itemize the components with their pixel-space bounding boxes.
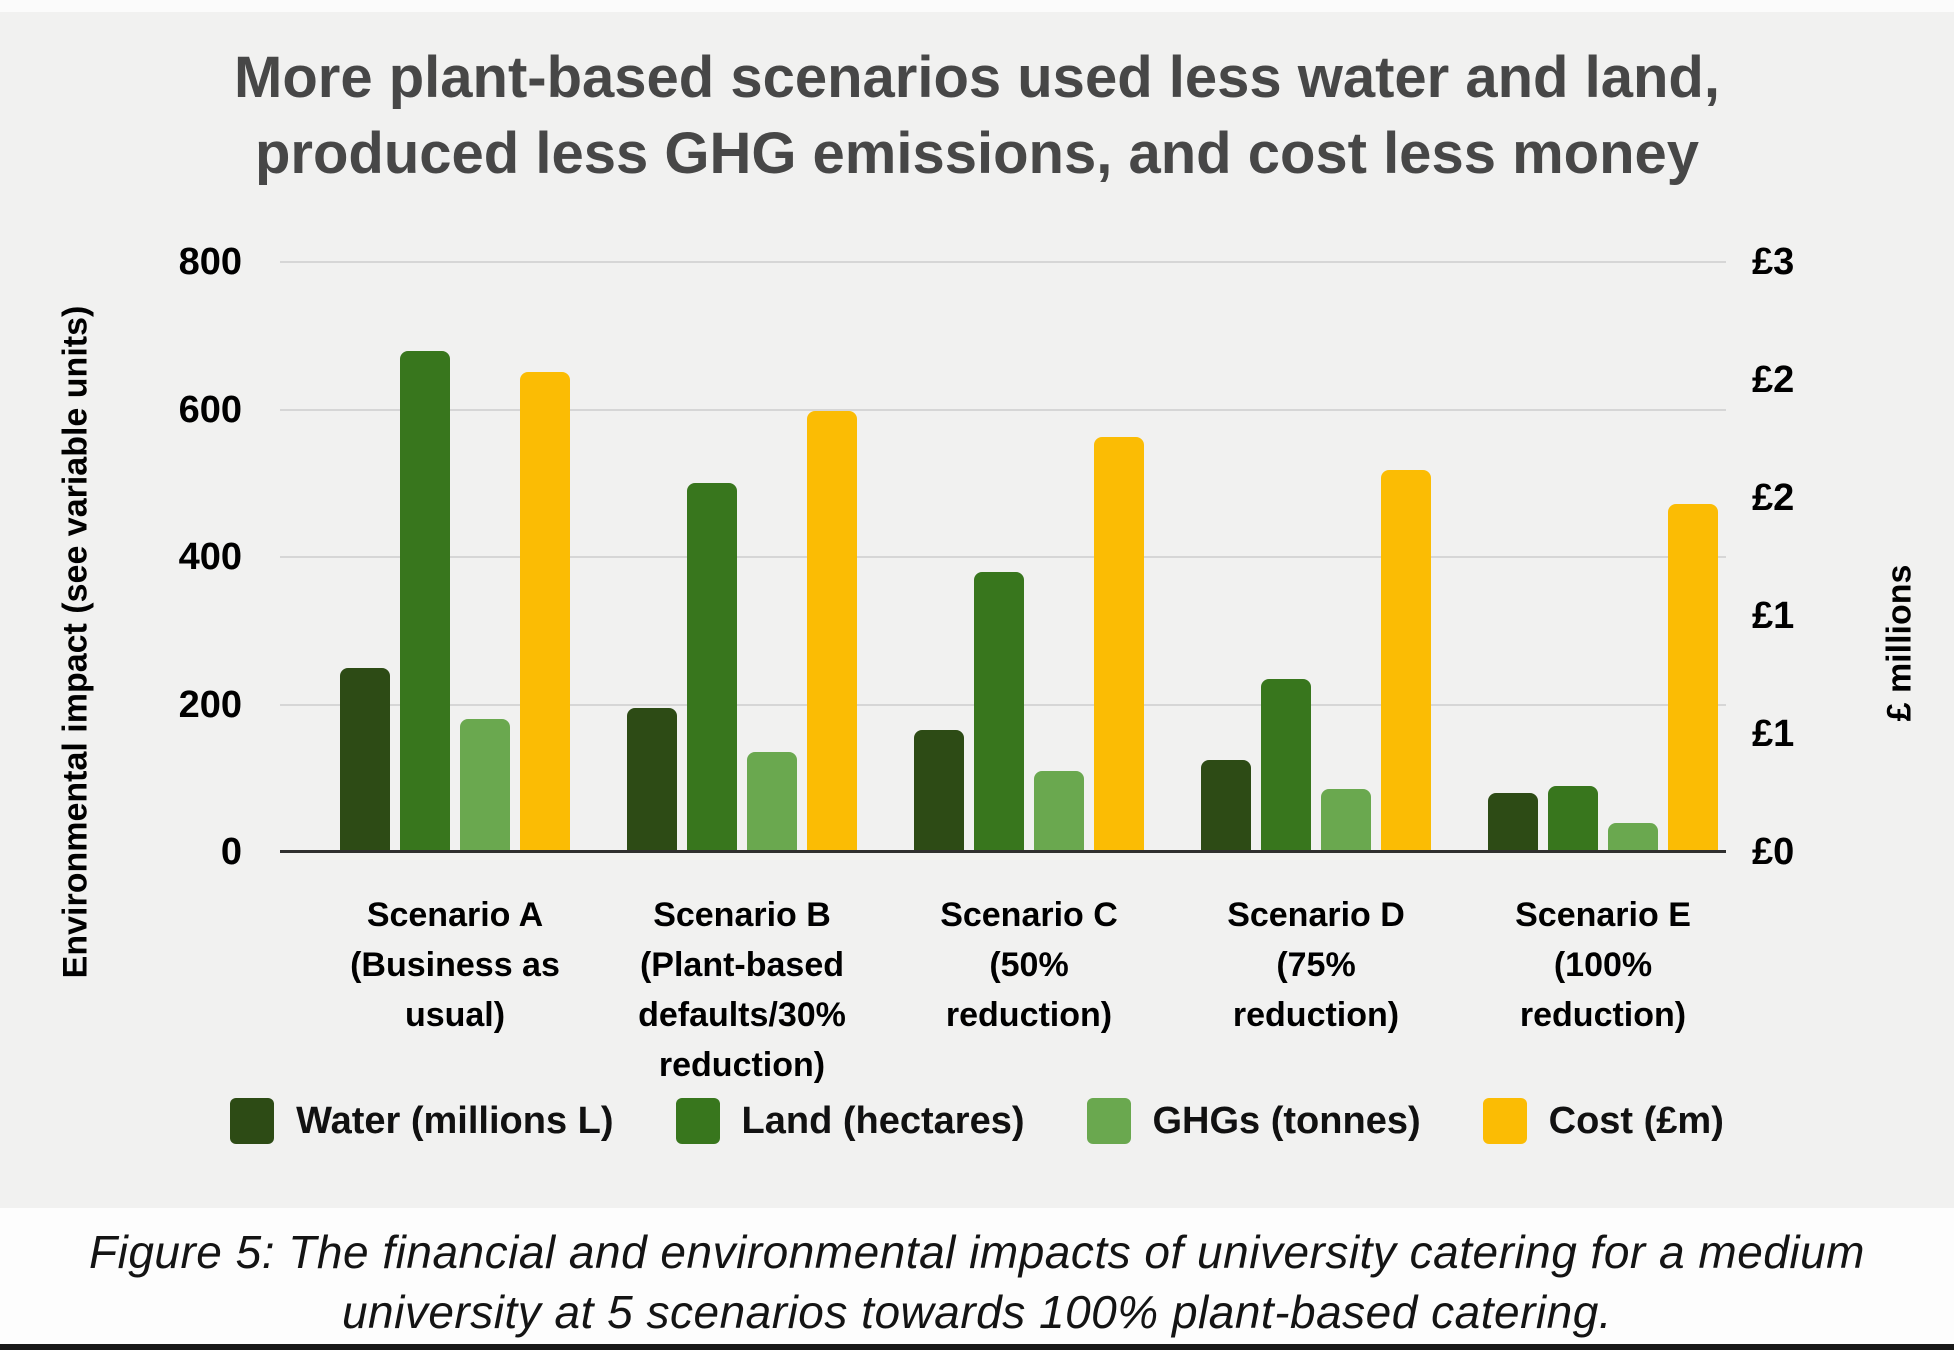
bar-group-scenario-c: [914, 262, 1144, 852]
x-label-line: (Plant-based: [639, 946, 845, 984]
legend-swatch-ghgs: [1086, 1098, 1131, 1144]
left-tick-400: 400: [178, 536, 242, 578]
chart-title: More plant-based scenarios used less wat…: [0, 40, 1954, 192]
x-label-line: Scenario B: [653, 896, 831, 934]
bar-land-scenario-d: [1261, 678, 1311, 852]
bar-group-scenario-b: [627, 262, 857, 852]
x-label-scenario-a: Scenario A (Business as usual): [305, 890, 605, 1040]
left-tick-600: 600: [178, 388, 242, 431]
caption-line-2: university at 5 scenarios towards 100% p…: [341, 1286, 1613, 1338]
bar-group-scenario-e: [1488, 262, 1718, 852]
bar-land-scenario-c: [974, 571, 1024, 852]
gridline-800: [280, 261, 1726, 263]
bar-cost-scenario-a: [520, 372, 570, 852]
bar-water-scenario-e: [1488, 793, 1538, 852]
bar-cost-scenario-b: [807, 411, 857, 852]
x-label-scenario-b: Scenario B (Plant-based defaults/30% reduct…: [592, 890, 892, 1090]
x-label-line: defaults/30%: [638, 996, 846, 1034]
bar-land-scenario-b: [687, 483, 737, 852]
legend-label-cost: Cost (£m): [1548, 1099, 1724, 1142]
bar-land-scenario-e: [1548, 785, 1598, 852]
bar-ghgs-scenario-e: [1608, 822, 1658, 852]
x-label-line: reduction): [1519, 996, 1687, 1034]
right-tick-0: £3: [1752, 241, 1795, 283]
right-tick-4: £1: [1752, 713, 1795, 755]
left-tick-0: 0: [220, 831, 242, 873]
chart-title-line-1: More plant-based scenarios used less wat…: [234, 45, 1720, 110]
x-label-line: (100%: [1553, 946, 1653, 984]
bar-water-scenario-d: [1201, 759, 1251, 852]
x-label-scenario-d: Scenario D (75% reduction): [1166, 890, 1466, 1040]
x-label-line: Scenario A: [366, 896, 544, 934]
top-margin: [0, 0, 1954, 12]
legend-swatch-water: [230, 1098, 275, 1144]
legend: Water (millions L) Land (hectares) GHGs (t…: [0, 1098, 1954, 1144]
bar-water-scenario-c: [914, 730, 964, 852]
bar-ghgs-scenario-b: [747, 752, 797, 852]
chart-title-line-2: produced less GHG emissions, and cost le…: [254, 121, 1700, 186]
x-label-line: Scenario C: [940, 896, 1118, 934]
legend-swatch-land: [675, 1098, 720, 1144]
bar-group-scenario-a: [340, 262, 570, 852]
chart-panel: More plant-based scenarios used less wat…: [0, 12, 1954, 1208]
x-label-scenario-e: Scenario E (100% reduction): [1453, 890, 1753, 1040]
legend-label-land: Land (hectares): [741, 1099, 1025, 1142]
x-label-line: reduction): [658, 1046, 826, 1084]
gridline-400: [280, 556, 1726, 558]
right-tick-5: £0: [1752, 831, 1795, 873]
bar-cost-scenario-d: [1381, 470, 1431, 852]
legend-item-water: Water (millions L): [230, 1098, 614, 1144]
bar-cost-scenario-e: [1668, 503, 1718, 852]
legend-label-water: Water (millions L): [296, 1099, 614, 1142]
x-label-line: Scenario D: [1227, 896, 1405, 934]
plot-area: [280, 261, 1726, 853]
bottom-edge-bar: [0, 1344, 1954, 1350]
right-tick-2: £2: [1752, 477, 1795, 519]
x-label-line: (50%: [989, 946, 1069, 984]
legend-item-ghgs: GHGs (tonnes): [1086, 1098, 1421, 1144]
gridline-600: [280, 408, 1726, 411]
caption-panel: Figure 5: The financial and environmenta…: [0, 1208, 1954, 1344]
x-label-line: Scenario E: [1515, 896, 1691, 934]
bar-ghgs-scenario-c: [1034, 770, 1084, 852]
x-label-line: (Business as: [350, 946, 560, 984]
bar-water-scenario-b: [627, 708, 677, 852]
x-label-line: (75%: [1276, 946, 1356, 984]
right-axis-title: £ millions: [1880, 564, 1919, 722]
legend-swatch-cost: [1482, 1098, 1527, 1144]
bar-group-scenario-d: [1201, 262, 1431, 852]
x-axis-line: [280, 850, 1726, 853]
bar-ghgs-scenario-a: [460, 719, 510, 852]
x-label-scenario-c: Scenario C (50% reduction): [879, 890, 1179, 1040]
left-axis-title: Environmental impact (see variable units…: [56, 305, 95, 979]
bar-water-scenario-a: [340, 667, 390, 852]
legend-item-cost: Cost (£m): [1482, 1098, 1724, 1144]
bar-land-scenario-a: [400, 350, 450, 852]
x-label-line: reduction): [945, 996, 1113, 1034]
right-tick-1: £2: [1752, 359, 1795, 401]
legend-item-land: Land (hectares): [675, 1098, 1025, 1144]
bar-cost-scenario-c: [1094, 437, 1144, 852]
x-label-line: reduction): [1232, 996, 1400, 1034]
legend-label-ghgs: GHGs (tonnes): [1152, 1099, 1421, 1142]
left-tick-800: 800: [178, 241, 242, 283]
left-tick-200: 200: [178, 683, 242, 726]
x-label-line: usual): [404, 996, 506, 1034]
right-tick-3: £1: [1752, 595, 1795, 637]
bar-ghgs-scenario-d: [1321, 789, 1371, 852]
caption-line-1: Figure 5: The financial and environmenta…: [89, 1226, 1865, 1278]
